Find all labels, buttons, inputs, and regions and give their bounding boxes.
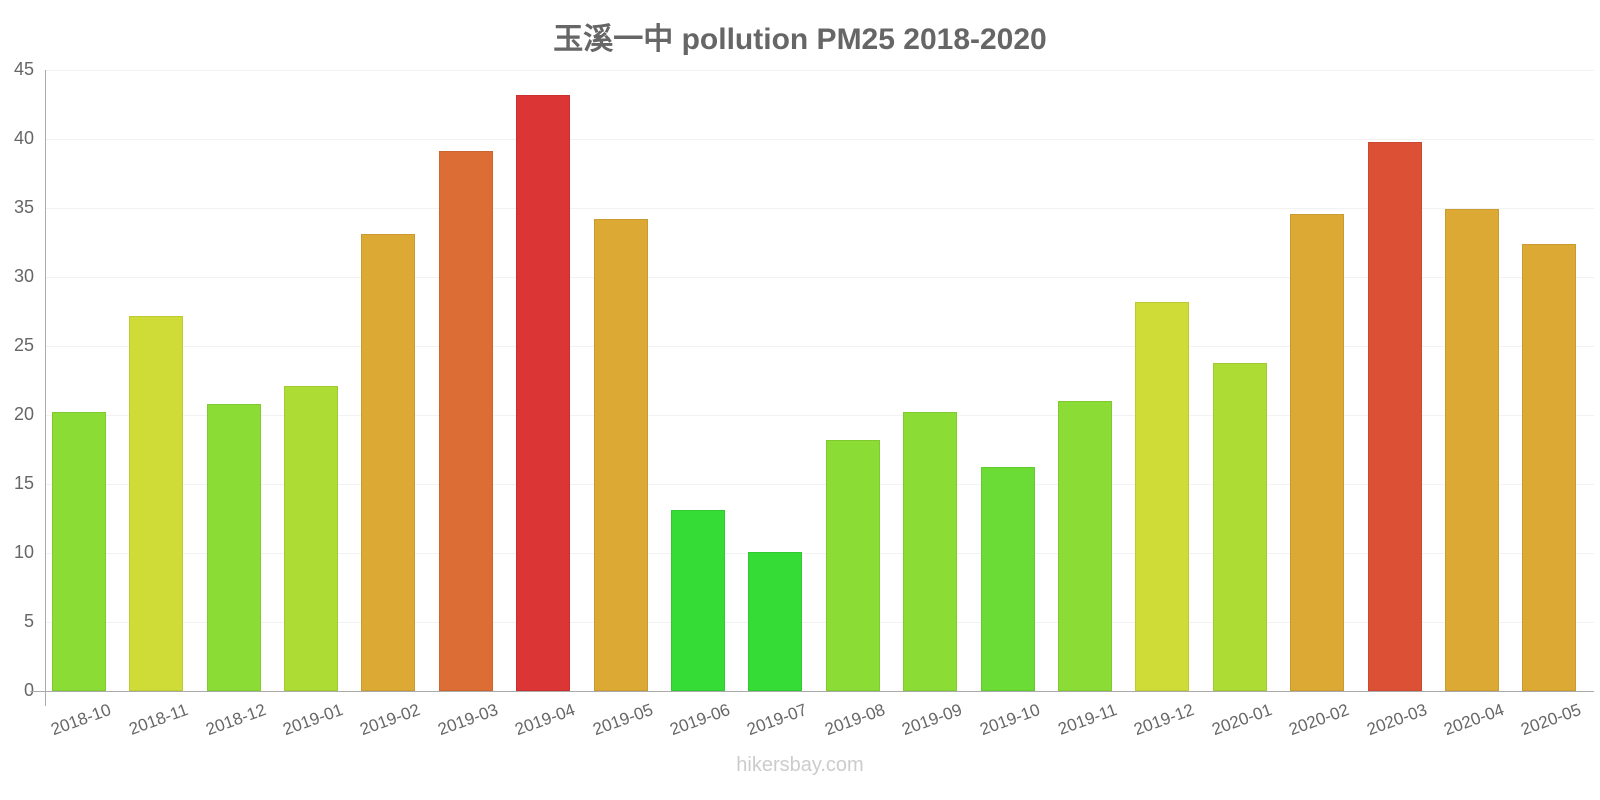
bar-2019-10[interactable]: [980, 467, 1035, 691]
x-axis-line: [30, 691, 1594, 692]
y-tick-label: 0: [23, 680, 34, 700]
watermark: hikersbay.com: [736, 754, 864, 776]
bar-2020-05[interactable]: [1522, 243, 1577, 691]
bar-2019-07[interactable]: [748, 551, 803, 691]
chart-title: 玉溪一中 pollution PM25 2018-2020: [553, 23, 1047, 56]
bar-2019-03[interactable]: [438, 151, 493, 691]
y-tick-label: 45: [13, 59, 34, 79]
bar-2020-03[interactable]: [1367, 141, 1422, 691]
bar-2019-05[interactable]: [593, 219, 648, 691]
grid-line: [46, 277, 1594, 278]
y-tick-label: 25: [13, 335, 34, 355]
bar-2019-08[interactable]: [825, 439, 880, 691]
bar-2019-01[interactable]: [283, 386, 338, 691]
bar-2020-02[interactable]: [1290, 213, 1345, 691]
bar-2020-01[interactable]: [1212, 362, 1267, 691]
grid-line: [46, 484, 1594, 485]
bar-2020-04[interactable]: [1444, 209, 1499, 691]
y-tick-label: 5: [23, 611, 34, 631]
y-axis-line: [45, 70, 46, 706]
bar-2018-12[interactable]: [206, 403, 261, 691]
grid-line: [46, 346, 1594, 347]
y-tick-label: 35: [13, 197, 34, 217]
grid-line: [46, 139, 1594, 140]
y-tick-label: 30: [13, 266, 34, 286]
bar-2019-11[interactable]: [1057, 401, 1112, 691]
grid-line: [46, 415, 1594, 416]
grid-line: [46, 208, 1594, 209]
bar-2019-04[interactable]: [516, 94, 571, 691]
bar-2019-09[interactable]: [903, 412, 958, 691]
bar-2019-06[interactable]: [670, 510, 725, 691]
bar-2018-11[interactable]: [129, 315, 184, 691]
y-tick-label: 40: [13, 128, 34, 148]
bar-2019-02[interactable]: [361, 234, 416, 691]
bar-2018-10[interactable]: [51, 412, 106, 691]
y-tick-label: 10: [13, 542, 34, 562]
y-tick-label: 15: [13, 473, 34, 493]
grid-line: [46, 70, 1594, 71]
grid-line: [46, 553, 1594, 554]
plot-area: [46, 70, 1594, 692]
y-tick-label: 20: [13, 404, 34, 424]
grid-line: [46, 622, 1594, 623]
bar-2019-12[interactable]: [1135, 301, 1190, 691]
